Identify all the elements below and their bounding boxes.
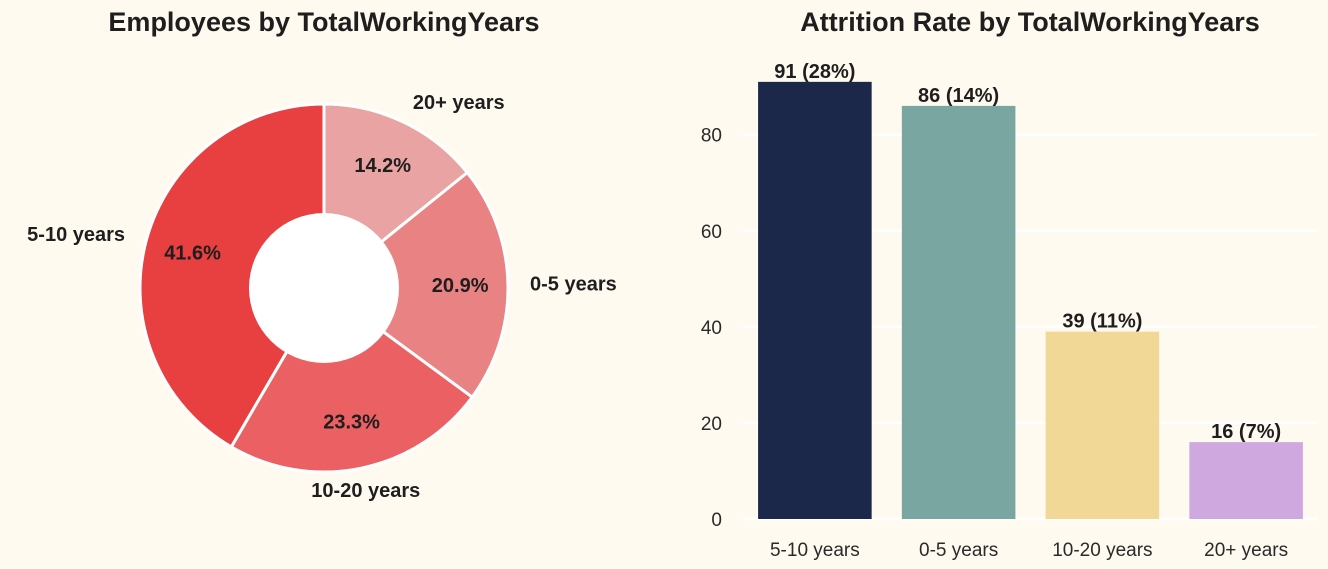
bar-chart [758, 81, 1303, 520]
pie-category-label: 20+ years [413, 92, 505, 114]
bar-chart-title: Attrition Rate by TotalWorkingYears [800, 7, 1260, 37]
pie-slice-10-20-years [229, 285, 475, 474]
x-tick-label: 0-5 years [919, 540, 998, 561]
pie-chart-title: Employees by TotalWorkingYears [108, 7, 539, 37]
y-tick-label: 80 [701, 126, 722, 147]
y-tick-label: 0 [711, 510, 722, 531]
bar-0-5-years [901, 105, 1016, 520]
bar-labels: 91 (28%) 5-10 years 86 (14%) 0-5 years 39 (1… [770, 61, 1288, 561]
pie-slice-0-5-years [321, 170, 510, 400]
pie-value-label: 20.9% [432, 275, 489, 297]
donut-labels: 41.6% 5-10 years 23.3% 10-20 years 20.9% 0-5 … [27, 92, 617, 502]
bar-value-label: 39 (11%) [1062, 311, 1142, 333]
pie-category-label: 0-5 years [530, 273, 617, 295]
y-tick-label: 60 [701, 222, 722, 243]
pie-value-label: 23.3% [323, 411, 380, 433]
pie-category-label: 5-10 years [27, 224, 125, 246]
y-tick-label: 40 [701, 318, 722, 339]
donut-chart [138, 102, 510, 474]
bar-value-label: 16 (7%) [1211, 421, 1281, 443]
bar-5-10-years [758, 81, 872, 519]
bar-10-20-years [1045, 331, 1160, 519]
pie-category-label: 10-20 years [311, 480, 420, 502]
bar-value-label: 91 (28%) [774, 61, 855, 83]
pie-slice-5-10-years [138, 102, 326, 450]
donut-hole [249, 213, 399, 363]
x-tick-label: 10-20 years [1052, 540, 1152, 561]
y-tick-label: 20 [701, 414, 722, 435]
bar-value-label: 86 (14%) [918, 85, 999, 107]
pie-value-label: 41.6% [164, 242, 221, 264]
x-tick-label: 5-10 years [770, 540, 860, 561]
x-tick-label: 20+ years [1204, 540, 1288, 561]
pie-value-label: 14.2% [354, 155, 411, 177]
bar-20-years [1189, 442, 1303, 519]
